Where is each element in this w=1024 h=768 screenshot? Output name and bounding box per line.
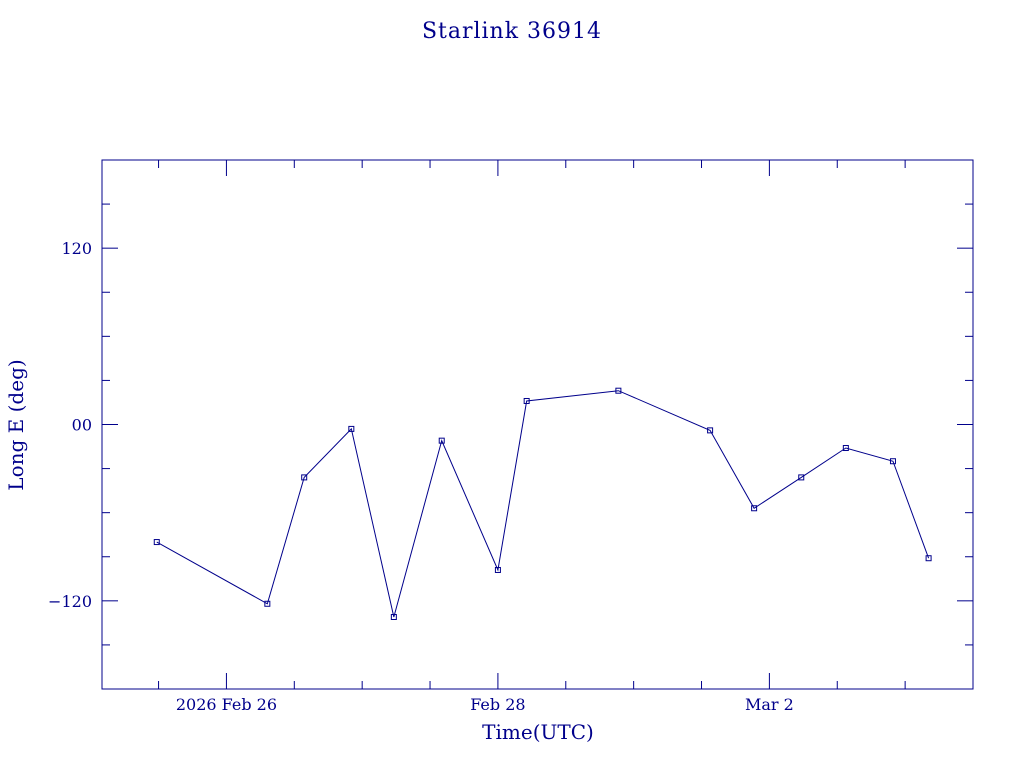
data-point <box>390 613 397 620</box>
y-tick-label: 00 <box>72 416 92 435</box>
data-point <box>889 458 896 465</box>
x-tick-label: 2026 Feb 26 <box>176 695 277 714</box>
plot-frame <box>101 159 974 690</box>
x-tick-label: Mar 2 <box>745 695 794 714</box>
data-point <box>523 397 530 404</box>
series-group <box>153 387 932 620</box>
data-point <box>798 474 805 481</box>
data-point <box>264 600 271 607</box>
data-point <box>842 445 849 452</box>
y-axis-label: Long E (deg) <box>4 359 28 490</box>
data-point <box>615 387 622 394</box>
x-tick-labels: 2026 Feb 26 Feb 28 Mar 2 <box>176 695 794 714</box>
data-point <box>438 437 445 444</box>
data-point <box>751 505 758 512</box>
y-tick-label: 120 <box>61 239 92 258</box>
data-point <box>707 427 714 434</box>
x-tick-label: Feb 28 <box>470 695 525 714</box>
data-point <box>153 539 160 546</box>
y-tick-label: −120 <box>48 592 92 611</box>
chart-title: Starlink 36914 <box>422 19 602 44</box>
data-point <box>348 425 355 432</box>
y-tick-labels: 120 00 −120 <box>48 239 92 611</box>
data-point <box>925 555 932 562</box>
data-point <box>301 474 308 481</box>
x-axis-label: Time(UTC) <box>482 720 594 744</box>
tick-marks <box>102 160 973 689</box>
data-point <box>494 566 501 573</box>
series-line <box>156 390 930 618</box>
